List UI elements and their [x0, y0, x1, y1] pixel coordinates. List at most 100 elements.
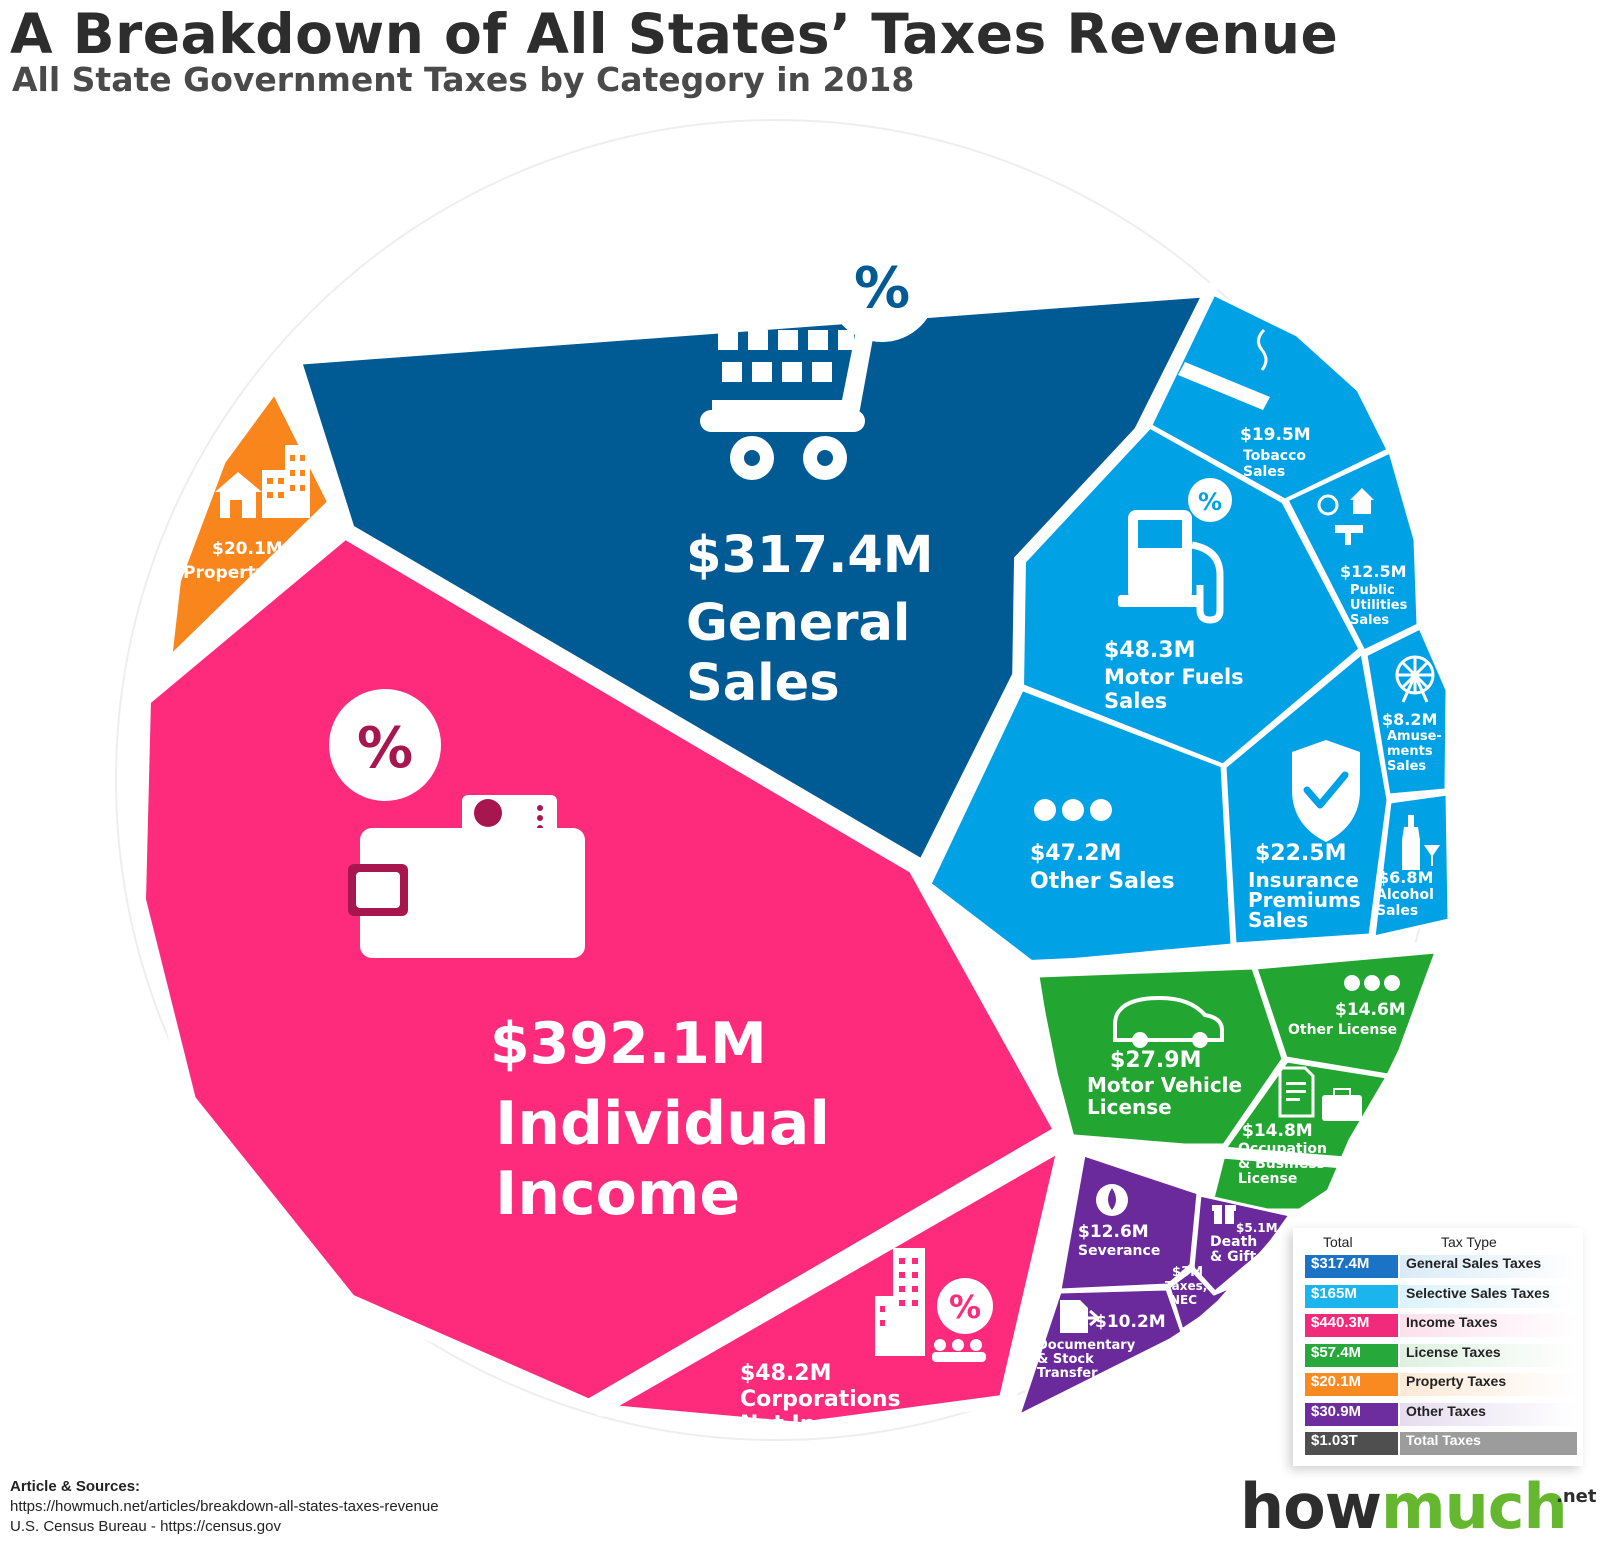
tobacco-label-line1: Tobacco	[1243, 448, 1306, 464]
legend-value: $317.4M	[1305, 1255, 1398, 1278]
motor-vehicle-label-line2: License	[1087, 1095, 1172, 1119]
fuel-pump-icon: %	[1118, 478, 1232, 624]
howmuch-logo: howmuch	[1240, 1470, 1568, 1543]
amusements-label-line1: Amuse-	[1387, 729, 1442, 744]
documentary-value: $10.2M	[1095, 1312, 1166, 1332]
utilities-label-line3: Sales	[1350, 613, 1389, 628]
shield-check-icon	[1292, 740, 1360, 842]
bottle-glass-icon	[1402, 815, 1440, 870]
insurance-label: Insurance Premiums Sales	[1248, 868, 1361, 932]
sources-heading: Article & Sources:	[10, 1478, 141, 1495]
svg-text:%: %	[357, 716, 413, 781]
utilities-value: $12.5M	[1340, 562, 1407, 581]
cell-amusements	[1364, 626, 1449, 797]
corporations-label-line2: Net Income	[740, 1412, 881, 1437]
general-sales-label-line1: General	[686, 594, 910, 653]
motor-fuels-label-line1: Motor Fuels	[1104, 665, 1244, 689]
taxes-nec-label-line1: Taxes,	[1165, 1279, 1207, 1293]
taxes-nec-label: Taxes, NEC	[1165, 1279, 1207, 1307]
legend-row: $165M Selective Sales Taxes	[1305, 1284, 1577, 1308]
motor-fuels-label: Motor Fuels Sales	[1104, 665, 1244, 713]
general-sales-label-line2: Sales	[686, 654, 840, 713]
document-briefcase-icon	[1278, 1066, 1362, 1121]
other-sales-label: Other Sales	[1030, 869, 1175, 894]
other-license-value: $14.6M	[1335, 1000, 1406, 1020]
documentary-label-line3: Transfer	[1037, 1366, 1098, 1381]
chart-subtitle: All State Government Taxes by Category i…	[12, 60, 915, 99]
insurance-label-line3: Sales	[1248, 908, 1308, 932]
taxes-nec-value: $3M	[1172, 1265, 1203, 1280]
legend-label: Income Taxes	[1400, 1314, 1577, 1337]
death-gift-value: $5.1M	[1236, 1221, 1278, 1235]
occupation-label: Occupation & Business License	[1238, 1141, 1327, 1187]
legend-label: Other Taxes	[1400, 1402, 1577, 1426]
tobacco-label: Tobacco Sales	[1243, 448, 1306, 480]
car-icon	[1113, 995, 1224, 1048]
utilities-icon	[1317, 488, 1374, 545]
gift-icon	[1212, 1205, 1236, 1224]
legend-row: $20.1M Property Taxes	[1305, 1373, 1577, 1396]
legend-label: Selective Sales Taxes	[1400, 1284, 1577, 1308]
tobacco-value: $19.5M	[1240, 425, 1311, 445]
legend-label: General Sales Taxes	[1400, 1255, 1577, 1278]
alcohol-label-line1: Alcohol	[1376, 887, 1434, 903]
death-gift-label: Death & Gift	[1210, 1234, 1257, 1265]
other-sales-value: $47.2M	[1030, 841, 1121, 866]
legend-value: $1.03T	[1305, 1432, 1398, 1455]
legend: Total Tax Type $317.4M General Sales Taxe…	[1293, 1228, 1583, 1466]
dots-icon	[1344, 975, 1400, 991]
legend-value: $20.1M	[1305, 1373, 1398, 1396]
svg-text:%: %	[1198, 488, 1222, 516]
sources: Article & Sources: https://howmuch.net/a…	[10, 1477, 439, 1537]
individual-income-value: $392.1M	[490, 1011, 767, 1077]
insurance-label-line1: Insurance	[1248, 868, 1359, 892]
drop-icon	[1096, 1184, 1128, 1216]
legend-header-type: Tax Type	[1441, 1234, 1497, 1250]
general-sales-label: General Sales	[686, 594, 910, 713]
amusements-value: $8.2M	[1382, 710, 1437, 729]
shopping-cart-icon: %	[645, 232, 937, 480]
documentary-label: Documentary & Stock Transfer	[1037, 1338, 1136, 1381]
chart-title: A Breakdown of All States’ Taxes Revenue	[10, 2, 1339, 66]
tobacco-label-line2: Sales	[1243, 464, 1285, 480]
corporations-label: Corporations Net Income	[740, 1387, 901, 1437]
property-value: $20.1M	[212, 539, 283, 559]
documentary-label-line2: & Stock	[1037, 1352, 1094, 1367]
alcohol-label: Alcohol Sales	[1376, 887, 1434, 919]
utilities-label: Public Utilities Sales	[1350, 583, 1408, 628]
source-link-article[interactable]: https://howmuch.net/articles/breakdown-a…	[10, 1498, 439, 1515]
documentary-label-line1: Documentary	[1037, 1338, 1136, 1353]
amusements-label: Amuse-ments Sales	[1387, 729, 1442, 774]
motor-vehicle-label-line1: Motor Vehicle	[1087, 1073, 1242, 1097]
border-other	[1014, 1134, 1393, 1426]
legend-row: $317.4M General Sales Taxes	[1305, 1255, 1577, 1278]
legend-row: $57.4M License Taxes	[1305, 1343, 1577, 1367]
motor-fuels-value: $48.3M	[1104, 638, 1195, 663]
legend-value: $57.4M	[1305, 1343, 1398, 1367]
dots-icon	[1034, 799, 1112, 821]
cell-severance	[1058, 1153, 1200, 1292]
office-buildings-icon: %	[875, 1248, 993, 1362]
border-bottom-right	[994, 960, 1072, 1426]
corporations-value: $48.2M	[740, 1361, 831, 1386]
severance-value: $12.6M	[1078, 1222, 1149, 1242]
legend-label: License Taxes	[1400, 1343, 1577, 1367]
amusements-label-line3: Sales	[1387, 759, 1426, 774]
legend-header-total: Total	[1323, 1234, 1353, 1250]
corporations-label-line1: Corporations	[740, 1387, 901, 1412]
death-gift-label-line1: Death	[1210, 1234, 1257, 1250]
source-census[interactable]: U.S. Census Bureau - https://census.gov	[10, 1518, 281, 1535]
occupation-label-line2: & Business	[1238, 1156, 1325, 1172]
occupation-label-line1: Occupation	[1238, 1141, 1327, 1157]
house-buildings-icon	[215, 445, 310, 518]
alcohol-label-line2: Sales	[1376, 903, 1418, 919]
utilities-label-line2: Utilities	[1350, 598, 1408, 613]
border-selective-sales	[919, 282, 1218, 890]
legend-value: $440.3M	[1305, 1314, 1398, 1337]
occupation-value: $14.8M	[1242, 1121, 1313, 1141]
alcohol-value: $6.8M	[1378, 868, 1433, 887]
border-income-split	[583, 1130, 1070, 1411]
general-sales-value: $317.4M	[686, 526, 934, 585]
motor-fuels-label-line2: Sales	[1104, 689, 1167, 713]
